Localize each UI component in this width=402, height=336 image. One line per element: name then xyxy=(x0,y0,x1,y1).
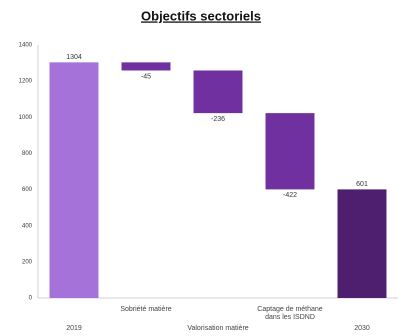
x-tick-label: Valorisation matière xyxy=(187,325,249,332)
x-tick-label: Sobriété matière xyxy=(120,306,172,313)
value-label: 1304 xyxy=(66,54,82,61)
value-label: 601 xyxy=(356,181,368,188)
value-label: -422 xyxy=(283,192,297,199)
bar xyxy=(49,62,99,298)
chart-title: Objectifs sectoriels xyxy=(141,8,261,23)
value-label: -45 xyxy=(141,73,151,80)
y-tick-label: 400 xyxy=(22,223,33,229)
x-tick-label: Captage de méthane dans les ISDND xyxy=(257,306,323,321)
bar xyxy=(337,189,387,298)
bar xyxy=(121,62,171,71)
y-tick-label: 600 xyxy=(22,187,33,193)
y-tick-label: 200 xyxy=(22,259,33,265)
x-tick-label: 2030 xyxy=(354,325,370,332)
y-tick-label: 1400 xyxy=(19,43,33,49)
bar xyxy=(193,70,243,114)
y-tick-label: 1200 xyxy=(19,79,33,85)
y-tick-label: 0 xyxy=(29,296,33,302)
y-tick-label: 800 xyxy=(22,151,33,157)
y-tick-label: 1000 xyxy=(19,115,33,121)
value-label: -236 xyxy=(211,116,225,123)
bar xyxy=(265,113,315,190)
x-tick-label: 2019 xyxy=(66,325,82,332)
